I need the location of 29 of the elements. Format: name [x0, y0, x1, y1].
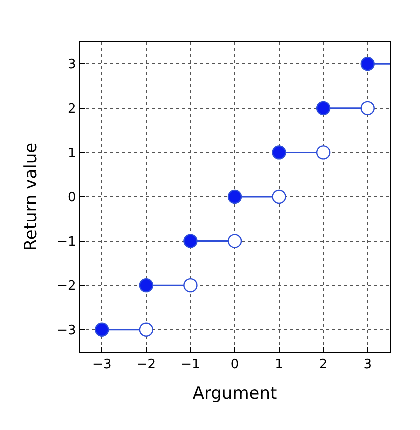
- point: [228, 234, 242, 248]
- x-tick-label: 1: [275, 358, 284, 373]
- y-tick-label: 2: [68, 102, 76, 117]
- point: [360, 57, 375, 72]
- point: [184, 278, 198, 293]
- y-tick-label: −1: [57, 234, 76, 250]
- x-tick-label: 0: [230, 358, 240, 373]
- x-tick-label: −2: [136, 358, 156, 373]
- point: [139, 322, 154, 337]
- point: [139, 278, 154, 293]
- y-tick-label: 3: [68, 58, 76, 73]
- point: [316, 101, 331, 116]
- point: [272, 190, 286, 204]
- y-tick-label: 1: [68, 146, 76, 162]
- x-tick-label: −3: [92, 358, 112, 373]
- point: [228, 190, 242, 204]
- x-tick-label: 2: [319, 358, 328, 373]
- y-axis-title: Return value: [22, 142, 42, 252]
- y-tick-label: 0: [68, 190, 76, 206]
- point: [360, 101, 375, 116]
- y-tick-label: −3: [57, 323, 76, 338]
- point: [95, 322, 110, 337]
- y-tick-label: −2: [57, 279, 76, 294]
- point: [184, 234, 198, 248]
- x-tick-label: 3: [364, 358, 372, 373]
- x-axis-title: Argument: [192, 384, 278, 404]
- point: [316, 146, 331, 160]
- x-tick-label: −1: [181, 358, 200, 373]
- point: [272, 146, 286, 160]
